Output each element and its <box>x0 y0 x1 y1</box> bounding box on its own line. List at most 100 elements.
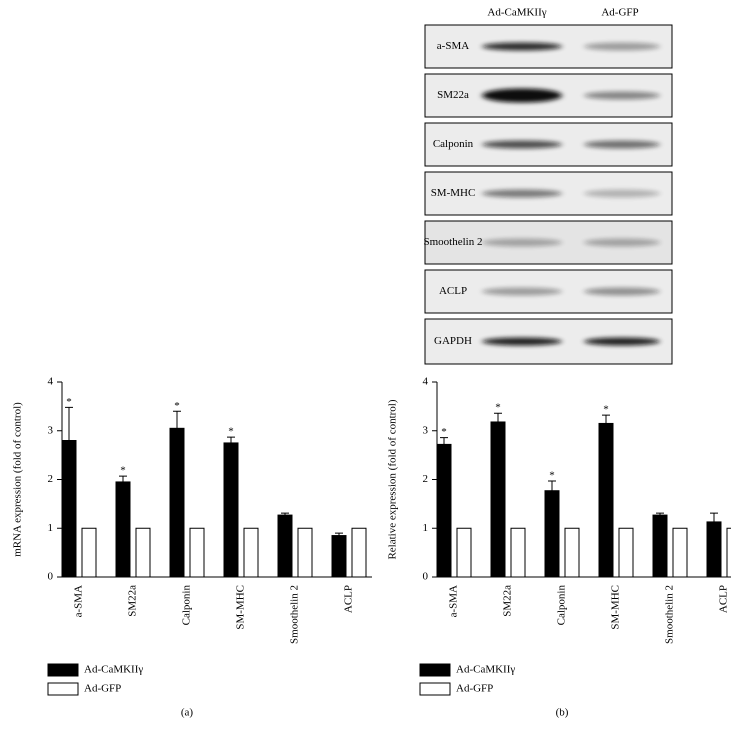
significance-marker: * <box>66 396 72 408</box>
blot-row-label: a-SMA <box>437 40 469 52</box>
blot-band <box>482 140 562 149</box>
legend-swatch <box>419 682 451 696</box>
y-tick-label: 0 <box>48 571 54 583</box>
blot-band <box>584 337 660 346</box>
blot-row-label: Calponin <box>433 138 474 150</box>
x-tick-label: a-SMA <box>448 585 460 617</box>
bar <box>618 527 634 578</box>
error-bar <box>335 532 343 536</box>
blot-band <box>482 238 562 247</box>
x-tick-label: SM-MHC <box>235 585 247 630</box>
x-tick-label: a-SMA <box>73 585 85 617</box>
x-tick-label: Smoothelin 2 <box>664 585 676 644</box>
bar <box>726 527 731 578</box>
x-tick-label: ACLP <box>343 585 355 613</box>
bar <box>81 527 97 578</box>
significance-marker: * <box>549 469 555 481</box>
blot-band <box>584 287 660 296</box>
error-bar <box>440 437 448 445</box>
y-tick-label: 4 <box>48 376 54 388</box>
bar <box>135 527 151 578</box>
y-tick-label: 2 <box>423 473 429 485</box>
blot-row-label: Smoothelin 2 <box>424 236 483 248</box>
x-tick-label: SM-MHC <box>610 585 622 630</box>
blot-band <box>482 287 562 296</box>
blot-band <box>584 238 660 247</box>
significance-marker: * <box>174 400 180 412</box>
bar <box>297 527 313 578</box>
bar <box>277 514 293 578</box>
legend-label: Ad-GFP <box>456 683 493 695</box>
panel-label: (a) <box>181 707 194 719</box>
bar <box>456 527 472 578</box>
error-bar <box>227 436 235 443</box>
panel-label: (b) <box>556 707 569 719</box>
bar <box>564 527 580 578</box>
x-tick-label: SM22a <box>502 585 514 617</box>
y-tick-label: 3 <box>423 424 429 436</box>
legend-label: Ad-CaMKIIγ <box>456 664 515 676</box>
blot-band <box>482 88 562 103</box>
blot-band <box>482 337 562 346</box>
legend-label: Ad-CaMKIIγ <box>84 664 143 676</box>
blot-band <box>584 189 660 198</box>
error-bar <box>710 512 718 522</box>
bar <box>243 527 259 578</box>
y-tick-label: 0 <box>423 571 429 583</box>
bar <box>598 422 614 578</box>
bar <box>436 443 452 578</box>
x-tick-label: SM22a <box>127 585 139 617</box>
error-bar <box>494 412 502 422</box>
bar <box>223 442 239 578</box>
x-tick-label: Calponin <box>556 585 568 626</box>
bar <box>189 527 205 578</box>
significance-marker: * <box>441 426 447 438</box>
lane-label: Ad-CaMKIIγ <box>487 7 546 19</box>
error-bar <box>119 475 127 482</box>
bar <box>61 440 77 578</box>
blot-row-label: SM-MHC <box>431 187 476 199</box>
significance-marker: * <box>120 465 126 477</box>
y-tick-label: 3 <box>48 424 54 436</box>
y-axis-label: mRNA expression (fold of control) <box>12 402 24 557</box>
legend-swatch <box>419 663 451 677</box>
bar <box>706 521 722 578</box>
bar <box>490 421 506 578</box>
x-tick-label: Calponin <box>181 585 193 626</box>
error-bar <box>656 512 664 516</box>
blot-row-label: GAPDH <box>434 335 472 347</box>
blot-band <box>584 140 660 149</box>
significance-marker: * <box>603 404 609 416</box>
significance-marker: * <box>495 402 501 414</box>
blot-band <box>584 91 660 100</box>
y-tick-label: 2 <box>48 473 54 485</box>
error-bar <box>281 512 289 516</box>
y-tick-label: 4 <box>423 376 429 388</box>
y-tick-label: 1 <box>48 522 54 534</box>
blot-band <box>584 42 660 51</box>
error-bar <box>65 406 73 441</box>
bar <box>544 490 560 578</box>
error-bar <box>173 410 181 429</box>
bar <box>672 527 688 578</box>
blot-row-label: SM22a <box>437 89 469 101</box>
blot-band <box>482 42 562 51</box>
legend-swatch <box>47 663 79 677</box>
y-axis-label: Relative expression (fold of control) <box>387 399 399 559</box>
y-tick-label: 1 <box>423 522 429 534</box>
bar <box>510 527 526 578</box>
lane-label: Ad-GFP <box>601 7 638 19</box>
bar <box>351 527 367 578</box>
bar <box>115 481 131 578</box>
legend-label: Ad-GFP <box>84 683 121 695</box>
bar <box>331 535 347 578</box>
x-tick-label: Smoothelin 2 <box>289 585 301 644</box>
x-tick-label: ACLP <box>718 585 730 613</box>
error-bar <box>548 480 556 491</box>
bar <box>652 514 668 578</box>
significance-marker: * <box>228 426 234 438</box>
bar <box>169 427 185 578</box>
legend-swatch <box>47 682 79 696</box>
error-bar <box>602 414 610 424</box>
